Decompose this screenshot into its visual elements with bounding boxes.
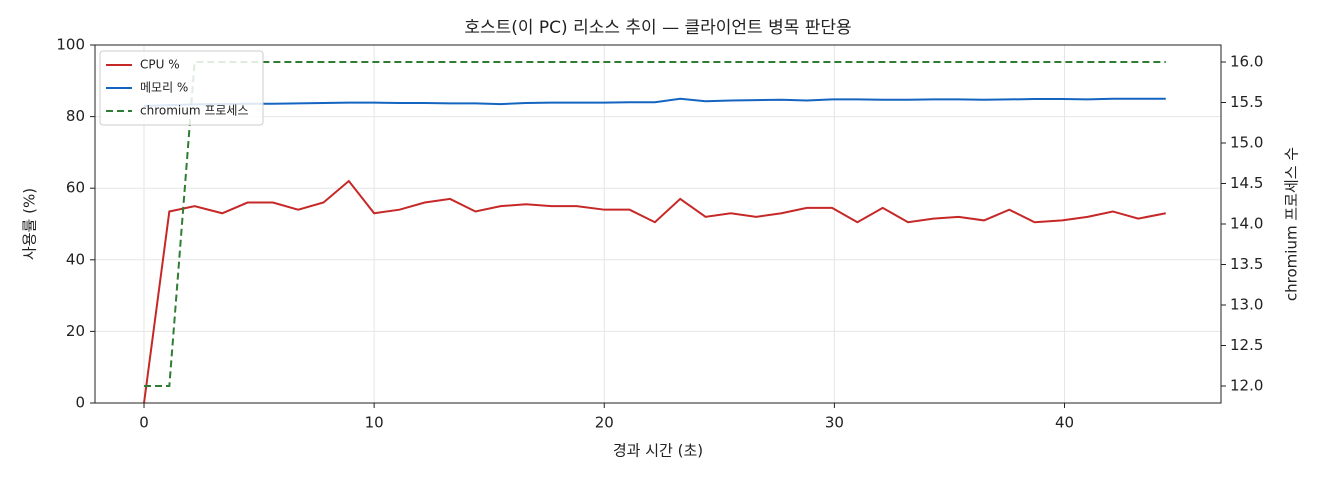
- y2-tick-label: 14.5: [1230, 174, 1263, 192]
- y2-tick-label: 15.0: [1230, 134, 1263, 152]
- legend-label: 메모리 %: [140, 81, 188, 95]
- plot-frame: [94, 44, 1222, 404]
- y-tick-label: 100: [56, 36, 85, 54]
- y-tick-label: 0: [75, 394, 85, 412]
- y-tick-label: 80: [66, 107, 85, 125]
- y-axis-label: 사용률 (%): [21, 188, 39, 260]
- y-tick-label: 40: [66, 250, 85, 268]
- y2-axis-label: chromium 프로세스 수: [1283, 147, 1301, 301]
- y2-tick-label: 12.5: [1230, 336, 1263, 354]
- x-tick-label: 20: [595, 414, 614, 432]
- series-line: [144, 61, 1166, 387]
- legend-box: [99, 50, 264, 126]
- x-tick-label: 10: [365, 414, 384, 432]
- legend: CPU % 메모리 % chromium 프로세스: [99, 50, 264, 126]
- y2-tick-label: 13.0: [1230, 295, 1263, 313]
- y-tick-label: 60: [66, 179, 85, 197]
- legend-label: CPU %: [140, 58, 180, 72]
- x-axis-label: 경과 시간 (초): [613, 442, 703, 460]
- x-tick-label: 40: [1055, 414, 1074, 432]
- legend-label: chromium 프로세스: [140, 104, 249, 118]
- y2-tick-label: 13.5: [1230, 255, 1263, 273]
- x-tick-label: 30: [825, 414, 844, 432]
- x-tick-label: 0: [139, 414, 149, 432]
- series-line: [143, 97, 1166, 107]
- y2-tick-label: 14.0: [1230, 215, 1263, 233]
- y2-tick-label: 15.5: [1230, 93, 1263, 111]
- y2-tick-label: 16.0: [1230, 53, 1263, 71]
- series-line: [143, 179, 1166, 404]
- y-tick-label: 20: [66, 322, 85, 340]
- chart-title: 호스트(이 PC) 리소스 추이 — 클라이언트 병목 판단용: [464, 18, 851, 38]
- y2-tick-label: 12.0: [1230, 376, 1263, 394]
